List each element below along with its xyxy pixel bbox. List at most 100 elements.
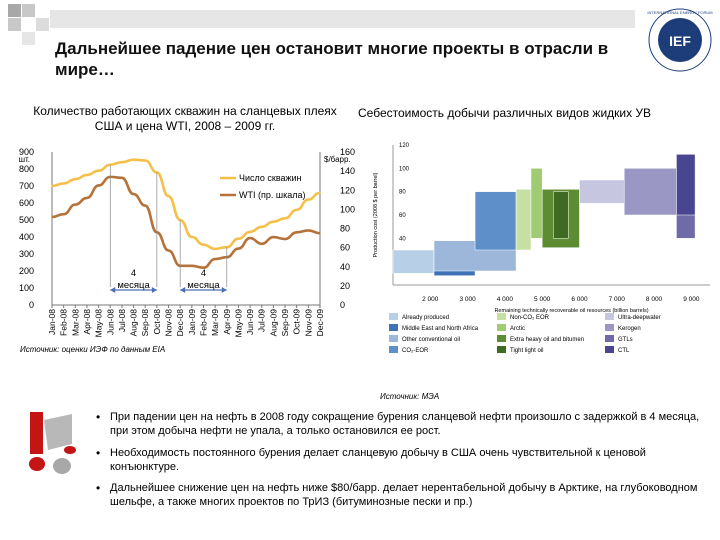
x-tick-label: Aug-09 <box>268 309 278 337</box>
x-tick-label: Feb-09 <box>198 309 208 336</box>
right-chart-caption: Себестоимость добычи различных видов жид… <box>358 106 652 120</box>
legend-label: GTLs <box>618 337 633 343</box>
legend-swatch <box>497 346 506 353</box>
data-point <box>51 216 53 218</box>
cost-segment <box>530 168 543 239</box>
data-point <box>296 231 298 233</box>
cost-segment <box>515 189 532 251</box>
legend-label: WTI (пр. шкала) <box>239 190 306 200</box>
x-tick-label: Sep-08 <box>140 309 150 337</box>
data-point <box>132 159 135 161</box>
left-y-tick-label: 800 <box>19 164 34 174</box>
data-point <box>98 170 100 172</box>
data-point <box>132 193 135 195</box>
annotation-label: 4 месяца <box>117 268 150 291</box>
right-y-tick-label: 80 <box>340 224 350 234</box>
right-y-tick-label: 100 <box>340 204 355 214</box>
data-point <box>249 237 251 239</box>
right-y-tick-label: 20 <box>340 281 350 291</box>
annotation-arrow <box>110 287 116 293</box>
data-point <box>51 185 53 187</box>
right-chart-bars <box>392 154 696 276</box>
series-line-wti <box>51 175 321 270</box>
x-tick-label: May-09 <box>233 309 243 338</box>
left-y-tick-label: 500 <box>19 215 34 225</box>
legend-swatch <box>605 324 614 331</box>
left-y-tick-label: 0 <box>29 300 34 310</box>
series-line-wells <box>51 158 321 251</box>
x-tick-label: 8 000 <box>646 296 663 303</box>
x-tick-label: 9 000 <box>683 296 700 303</box>
legend-label: CTL <box>618 348 630 354</box>
left-chart-source: Источник: оценки ИЭФ по данным EIA <box>20 345 166 354</box>
x-tick-label: Jan-09 <box>187 309 197 335</box>
x-tick-label: Dec-08 <box>175 309 185 337</box>
data-point <box>167 195 170 197</box>
data-point <box>63 213 65 215</box>
y-tick-label: 60 <box>399 213 406 219</box>
logo-ring-text: INTERNATIONAL ENERGY FORUM <box>647 10 712 15</box>
left-chart-caption: Количество работающих скважин на сланцев… <box>33 104 337 133</box>
data-point <box>319 232 321 234</box>
x-tick-label: 5 000 <box>534 296 551 303</box>
deco-square <box>8 4 21 17</box>
legend-label: Ultra-deepwater <box>618 315 661 321</box>
header-bar <box>50 10 635 28</box>
cost-segment <box>623 168 677 216</box>
data-point <box>296 209 298 211</box>
left-y-unit: шт. <box>19 155 30 164</box>
legend-swatch <box>389 335 398 342</box>
data-point <box>121 161 123 163</box>
data-point <box>307 229 309 232</box>
legend-label: Middle East and North Africa <box>402 326 479 332</box>
left-chart-axes: 0 100 200 300 400 500 600 700 800 900 0 20 40 60 80 100… <box>19 147 355 337</box>
left-chart-series <box>51 158 321 270</box>
data-point <box>98 184 100 187</box>
x-tick-label: 2 000 <box>422 296 439 303</box>
left-y-tick-label: 100 <box>19 283 34 293</box>
left-y-tick-label: 700 <box>19 181 34 191</box>
left-y-tick-label: 300 <box>19 249 34 259</box>
bullet-text: Дальнейшее снижение цен на нефть ниже $8… <box>110 482 698 508</box>
x-tick-label: Oct-08 <box>152 309 162 335</box>
left-y-tick-label: 600 <box>19 198 34 208</box>
cost-segment <box>474 191 517 251</box>
bullet-item: • Дальнейшее снижение цен на нефть ниже … <box>96 481 716 511</box>
legend-label: Extra heavy oil and bitumen <box>510 337 584 343</box>
legend-swatch <box>389 346 398 353</box>
right-y-tick-label: 60 <box>340 243 350 253</box>
legend-swatch <box>605 346 614 353</box>
left-y-tick-label: 200 <box>19 266 34 276</box>
bullet-dot-icon: • <box>96 446 101 460</box>
data-point <box>237 247 240 250</box>
x-tick-label: Nov-09 <box>303 309 313 337</box>
cost-segment <box>392 249 435 274</box>
annotation-arrow <box>221 287 227 293</box>
deco-square <box>36 18 49 31</box>
right-y-tick-label: 40 <box>340 262 350 272</box>
x-tick-label: 6 000 <box>571 296 588 303</box>
data-point <box>121 177 123 179</box>
legend-swatch <box>605 335 614 342</box>
x-tick-label: Apr-08 <box>82 309 92 335</box>
x-tick-label: Jul-08 <box>117 309 127 332</box>
page-title: Дальнейшее падение цен остановит многие … <box>55 39 609 79</box>
data-point <box>237 238 240 240</box>
annotation-label: 4 месяца <box>187 268 220 291</box>
legend-swatch <box>389 324 398 331</box>
x-tick-label: Jun-08 <box>105 309 115 335</box>
y-tick-label: 80 <box>399 190 406 196</box>
y-axis-label: Production cost (2008 $ per barrel) <box>373 172 379 257</box>
data-point <box>86 197 88 199</box>
right-y-unit: $/барр. <box>324 155 351 164</box>
right-y-tick-label: 120 <box>340 185 355 195</box>
x-tick-label: 4 000 <box>497 296 514 303</box>
x-tick-label: 7 000 <box>609 296 626 303</box>
cost-segment <box>553 191 569 239</box>
data-point <box>202 244 205 246</box>
x-tick-label: Sep-09 <box>280 309 290 337</box>
legend-swatch <box>605 313 614 320</box>
legend-label: Kerogen <box>618 326 641 332</box>
legend-swatch <box>497 324 506 331</box>
